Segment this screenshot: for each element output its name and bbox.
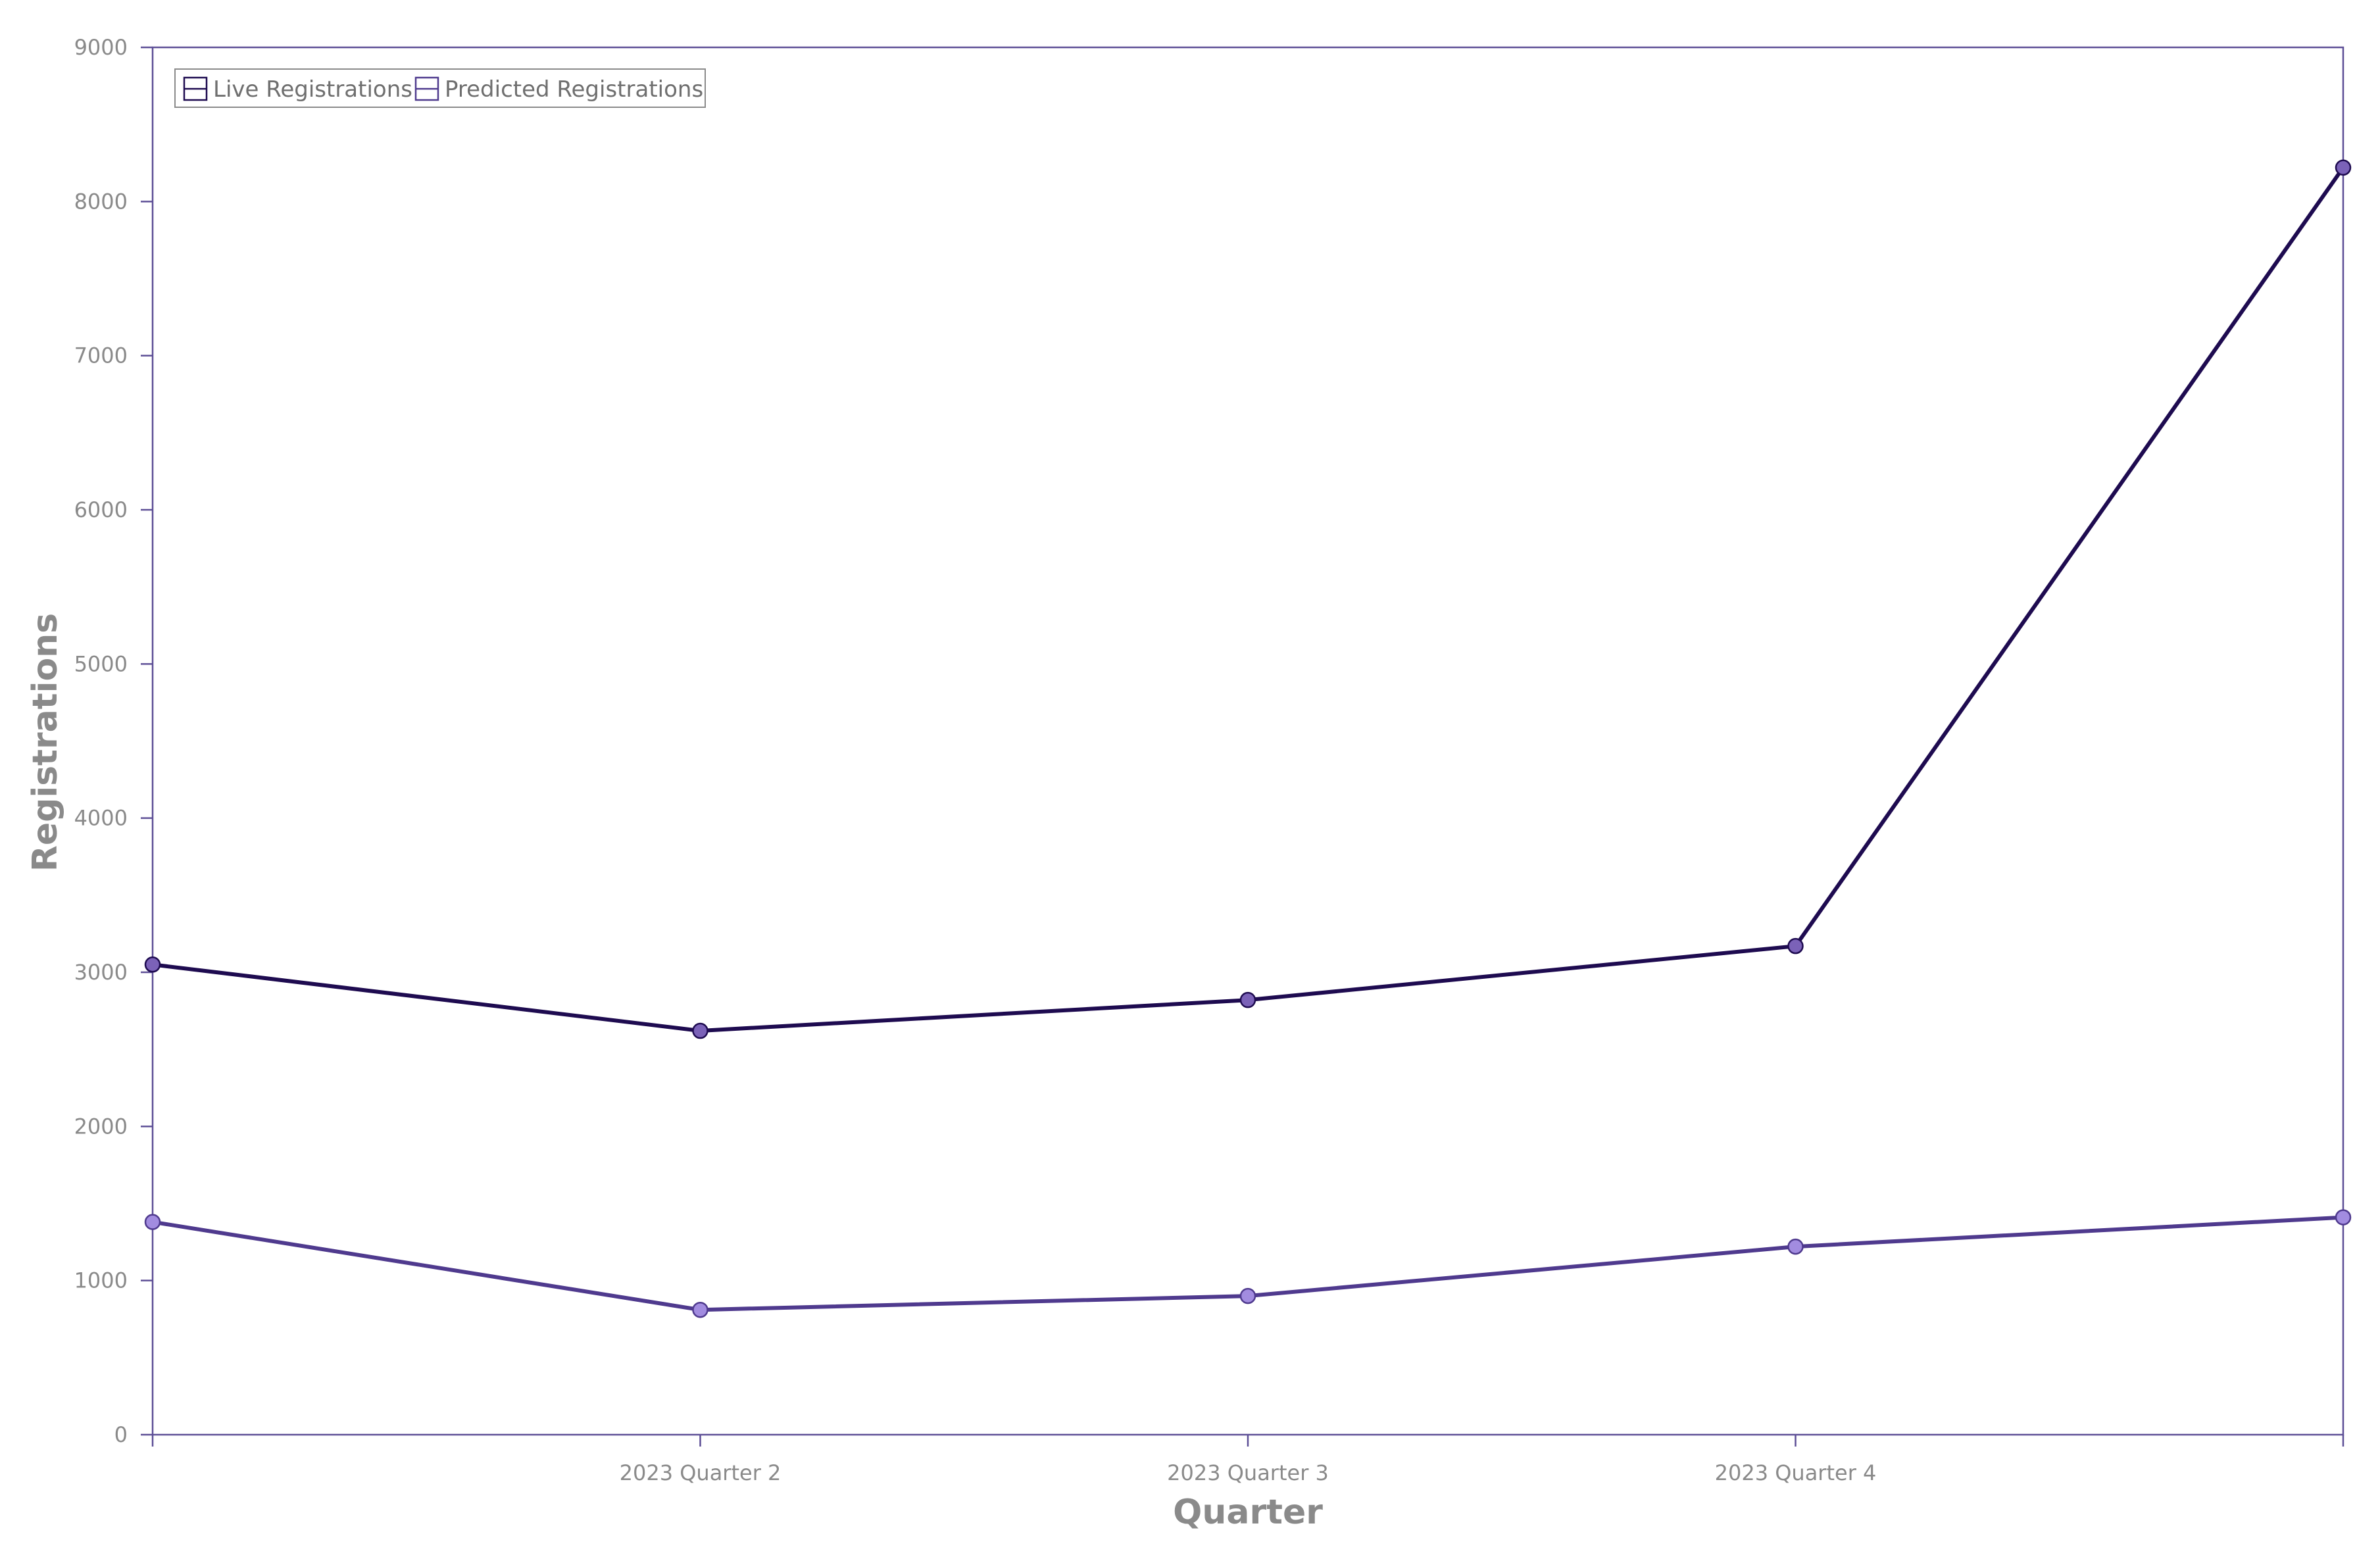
- legend-item-label[interactable]: Predicted Registrations: [445, 76, 703, 103]
- data-point[interactable]: [2335, 159, 2352, 176]
- data-point[interactable]: [692, 1301, 708, 1318]
- series-lines: [151, 165, 2345, 1312]
- series-markers: [144, 159, 2352, 1318]
- axes: [151, 46, 2344, 1436]
- data-point[interactable]: [1239, 991, 1256, 1008]
- series-line-live-registrations: [151, 165, 2345, 1033]
- legend-item-label[interactable]: Live Registrations: [213, 76, 412, 103]
- data-point[interactable]: [144, 956, 161, 973]
- data-point[interactable]: [2335, 1209, 2352, 1226]
- legend-box: [174, 68, 706, 108]
- data-point[interactable]: [692, 1022, 708, 1039]
- data-point[interactable]: [1787, 1238, 1804, 1255]
- data-point[interactable]: [1239, 1287, 1256, 1304]
- x-axis-ticks: 2023 Quarter 2 2023 Quarter 3 2023 Quarter…: [151, 1435, 2344, 1485]
- y-tick-label: 8000: [74, 189, 128, 214]
- y-axis-title: Registrations: [26, 613, 65, 872]
- data-point[interactable]: [144, 1214, 161, 1230]
- x-axis-title: Quarter: [1173, 1493, 1323, 1532]
- y-tick-label: 1000: [74, 1268, 128, 1293]
- y-tick-label: 4000: [74, 806, 128, 831]
- x-tick-label: 2023 Quarter 3: [1167, 1460, 1329, 1485]
- y-axis-ticks: 0 1000 2000 3000 4000 5000 6000 7000 8000 9000: [74, 35, 153, 1447]
- y-tick-label: 2000: [74, 1114, 128, 1139]
- y-tick-label: 0: [114, 1422, 128, 1447]
- plot-area-border: [151, 46, 2344, 1436]
- y-tick-label: 6000: [74, 497, 128, 522]
- x-tick-label: 2023 Quarter 2: [620, 1460, 781, 1485]
- legend[interactable]: Live Registrations Predicted Registration…: [174, 68, 706, 108]
- y-tick-label: 9000: [74, 35, 128, 60]
- y-tick-label: 5000: [74, 651, 128, 676]
- x-tick-label: 2023 Quarter 4: [1715, 1460, 1877, 1485]
- data-point[interactable]: [1787, 937, 1804, 954]
- y-tick-label: 7000: [74, 343, 128, 368]
- y-tick-label: 3000: [74, 960, 128, 985]
